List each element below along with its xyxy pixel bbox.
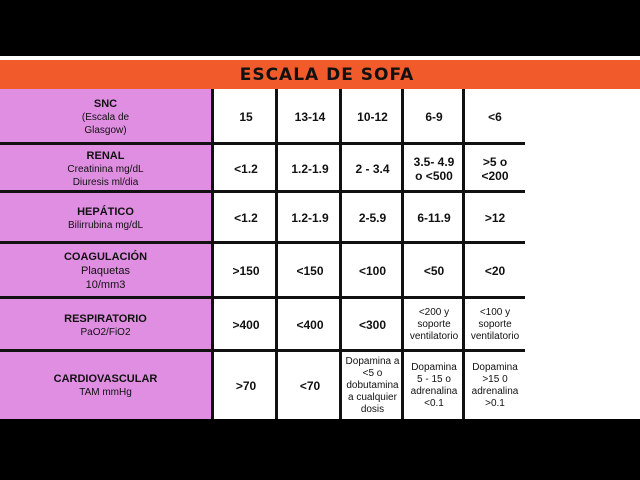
- score-cell: 15: [239, 109, 253, 124]
- row-label: RESPIRATORIO PaO2/FiO2: [0, 299, 211, 351]
- row-subtitle: Diuresis ml/dia: [72, 176, 139, 188]
- grid-line-horizontal: [0, 190, 525, 193]
- grid-line-vertical: [339, 89, 342, 419]
- score-cell: <150: [296, 264, 324, 278]
- score-cell: <100 y soporte ventilatorio: [470, 307, 520, 342]
- row-subtitle: (Escala de: [81, 111, 130, 123]
- score-cell: <1.2: [234, 211, 258, 225]
- grid-line-vertical: [275, 89, 278, 419]
- row-subtitle: PaO2/FiO2: [80, 326, 131, 338]
- row-subtitle: Bilirrubina mg/dL: [67, 219, 144, 231]
- row-label: CARDIOVASCULAR TAM mmHg: [0, 352, 211, 419]
- score-cell: <200 y soporte ventilatorio: [409, 307, 459, 342]
- grid-line-vertical: [401, 89, 404, 419]
- row-name: HEPÁTICO: [77, 205, 134, 218]
- row-label: RENAL Creatinina mg/dL Diuresis ml/dia: [0, 145, 211, 192]
- score-cell: 1.2-1.9: [291, 211, 329, 225]
- score-cell: <100: [358, 264, 387, 278]
- row-subtitle: TAM mmHg: [79, 387, 132, 398]
- score-cell: >400: [232, 318, 260, 332]
- page-title: ESCALA DE SOFA: [239, 64, 415, 85]
- score-cell: 1.2-1.9: [291, 161, 329, 176]
- table-row: RESPIRATORIO PaO2/FiO2 >400 <400 <300 <200 y …: [0, 299, 640, 351]
- score-cell: <70: [299, 378, 321, 393]
- table-row: SNC (Escala de Glasgow) 15 13-14 10-12 6-9 <6: [0, 89, 640, 144]
- grid-line-horizontal: [0, 142, 525, 145]
- score-cell: >5 o <200: [481, 154, 509, 183]
- score-cell: 6-9: [425, 109, 443, 124]
- row-name: RENAL: [86, 149, 125, 162]
- score-cell: <20: [484, 264, 506, 278]
- score-cell: Dopamina a <5 o dobutamina a cualquier d…: [345, 355, 400, 415]
- table-row: HEPÁTICO Bilirrubina mg/dL <1.2 1.2-1.9 2-5.…: [0, 193, 640, 243]
- score-cell: <400: [296, 318, 324, 332]
- row-subtitle: Glasgow): [84, 124, 127, 136]
- score-cell: <50: [423, 264, 445, 278]
- title-banner: ESCALA DE SOFA: [0, 60, 640, 89]
- score-cell: >12: [484, 211, 506, 225]
- score-cell: <6: [488, 109, 502, 124]
- score-cell: 2 - 3.4: [355, 161, 390, 176]
- score-cell: <300: [358, 318, 387, 332]
- row-label: HEPÁTICO Bilirrubina mg/dL: [0, 193, 211, 243]
- row-subtitle: 10/mm3: [85, 279, 126, 291]
- row-subtitle: Plaquetas: [81, 265, 130, 277]
- row-label: SNC (Escala de Glasgow): [0, 89, 211, 144]
- row-name: SNC: [93, 97, 118, 110]
- grid-line-vertical: [462, 89, 465, 419]
- row-label: COAGULACIÓN Plaquetas 10/mm3: [0, 244, 211, 298]
- score-cell: >150: [232, 264, 260, 278]
- score-cell: >70: [235, 378, 257, 393]
- grid-line-horizontal: [0, 241, 525, 244]
- score-cell: Dopamina >15 0 adrenalina >0.1: [471, 361, 519, 409]
- grid-line-horizontal: [0, 296, 525, 299]
- row-name: CARDIOVASCULAR: [53, 373, 158, 385]
- score-cell: 10-12: [357, 109, 388, 124]
- score-cell: 2-5.9: [358, 211, 387, 225]
- grid-line-horizontal: [0, 349, 525, 352]
- table-row: CARDIOVASCULAR TAM mmHg >70 <70 Dopamina a <…: [0, 352, 640, 419]
- row-subtitle: Creatinina mg/dL: [67, 163, 144, 175]
- score-cell: <1.2: [234, 161, 258, 176]
- table-row: RENAL Creatinina mg/dL Diuresis ml/dia <1.2…: [0, 145, 640, 192]
- score-cell: 13-14: [294, 109, 326, 124]
- sofa-slide: ESCALA DE SOFA SNC (Escala de Glasgow) 15 13…: [0, 56, 640, 419]
- row-name: COAGULACIÓN: [63, 251, 148, 263]
- score-cell: 6-11.9: [417, 211, 451, 225]
- row-name: RESPIRATORIO: [64, 312, 147, 325]
- score-cell: Dopamina 5 - 15 o adrenalina <0.1: [410, 361, 458, 409]
- score-cell: 3.5- 4.9 o <500: [413, 154, 455, 183]
- grid-line-vertical: [211, 89, 214, 419]
- table-row: COAGULACIÓN Plaquetas 10/mm3 >150 <150 <100 <5…: [0, 244, 640, 298]
